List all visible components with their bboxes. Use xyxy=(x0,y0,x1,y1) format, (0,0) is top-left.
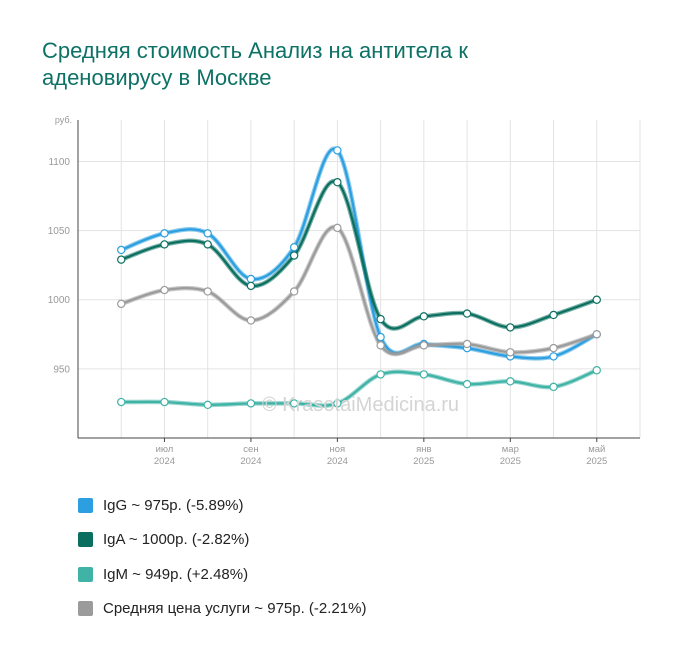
x-tick-label-month: ноя xyxy=(330,444,346,455)
data-point-igm xyxy=(160,397,169,407)
data-point-iga xyxy=(333,178,342,187)
data-point-avg xyxy=(246,316,256,325)
chart-title-line-2: аденовирусу в Москве xyxy=(42,65,272,90)
data-point-avg xyxy=(549,343,558,353)
legend-swatch-iga xyxy=(78,532,93,548)
data-point-iga xyxy=(376,314,385,324)
data-point-igm xyxy=(203,400,212,410)
legend-label-igm: IgM ~ 949р. (+2.48%) xyxy=(103,565,249,583)
data-point-avg xyxy=(160,285,169,295)
data-point-iga xyxy=(506,323,515,332)
legend-swatch-igm xyxy=(78,566,93,582)
x-tick-label-year: 2025 xyxy=(586,456,607,467)
chart-title-line-1: Средняя стоимость Анализ на антитела к xyxy=(42,38,468,63)
data-point-iga xyxy=(462,309,472,318)
x-tick-label-month: янв xyxy=(416,444,431,455)
data-point-iga xyxy=(117,255,126,264)
data-point-avg xyxy=(289,287,299,296)
data-point-iga xyxy=(246,281,256,291)
data-point-igm xyxy=(376,370,385,379)
x-tick-label-year: 2024 xyxy=(240,456,261,467)
data-point-igm xyxy=(506,377,515,386)
x-tick-label-year: 2025 xyxy=(500,456,521,467)
data-point-avg xyxy=(506,348,515,357)
data-point-igm xyxy=(549,382,558,392)
data-point-avg xyxy=(376,341,385,350)
data-point-avg xyxy=(117,299,126,309)
x-tick-label-year: 2024 xyxy=(327,456,348,467)
x-tick-label-year: 2024 xyxy=(154,456,175,467)
y-unit-label: руб. xyxy=(55,115,72,125)
data-point-igg xyxy=(549,352,558,361)
legend-label-igg: IgG ~ 975р. (-5.89%) xyxy=(103,496,244,514)
data-point-iga xyxy=(592,295,601,304)
chart-title: Средняя стоимость Анализ на антитела к а… xyxy=(42,37,642,91)
data-point-igg xyxy=(246,274,256,284)
legend-swatch-average xyxy=(78,601,93,617)
grid xyxy=(78,120,641,438)
data-point-igm xyxy=(117,397,126,407)
x-tick-label-month: май xyxy=(588,444,605,455)
data-point-igg xyxy=(160,229,169,238)
data-point-igm xyxy=(592,366,601,375)
data-point-avg xyxy=(419,341,429,350)
data-point-igg xyxy=(333,146,342,155)
data-point-igg xyxy=(289,242,299,252)
data-point-iga xyxy=(289,251,299,260)
series-points xyxy=(117,146,601,410)
legend-item-average[interactable]: Средняя цена услуги ~ 975р. (-2.21%) xyxy=(78,592,366,627)
data-point-iga xyxy=(160,240,169,249)
y-tick-label: 1050 xyxy=(48,226,71,237)
x-tick-label-month: июл xyxy=(156,444,174,455)
legend-item-iga[interactable]: IgA ~ 1000р. (-2.82%) xyxy=(78,523,366,558)
x-tick-label-year: 2025 xyxy=(413,456,434,467)
series-line-iga-halo xyxy=(118,178,600,331)
data-point-iga xyxy=(549,310,558,320)
data-point-avg xyxy=(333,223,342,233)
data-point-igg xyxy=(203,229,212,238)
legend-label-average: Средняя цена услуги ~ 975р. (-2.21%) xyxy=(103,600,367,618)
y-tick-label: 950 xyxy=(53,364,70,375)
axes: 950100010501100руб.июл2024сен2024ноя2024… xyxy=(48,115,640,467)
data-point-igm xyxy=(462,379,472,389)
chart-legend: IgG ~ 975р. (-5.89%) IgA ~ 1000р. (-2.82… xyxy=(78,488,366,626)
watermark-text: © KrasotaiMedicina.ru xyxy=(262,394,460,416)
legend-item-igg[interactable]: IgG ~ 975р. (-5.89%) xyxy=(78,488,366,523)
x-tick-label-month: мар xyxy=(502,444,519,455)
data-point-igm xyxy=(333,399,342,408)
data-point-igg xyxy=(376,332,385,342)
data-point-igm xyxy=(289,399,299,408)
y-tick-label: 1100 xyxy=(48,157,70,168)
data-point-avg xyxy=(462,339,472,349)
legend-swatch-igg xyxy=(78,497,93,513)
data-point-igm xyxy=(246,399,256,408)
data-point-iga xyxy=(419,312,429,321)
legend-label-iga: IgA ~ 1000р. (-2.82%) xyxy=(103,531,250,549)
data-point-iga xyxy=(203,240,212,249)
y-tick-label: 1000 xyxy=(48,295,71,306)
series-lines xyxy=(118,146,600,408)
data-point-avg xyxy=(592,330,601,339)
data-point-avg xyxy=(203,287,212,296)
legend-item-igm[interactable]: IgM ~ 949р. (+2.48%) xyxy=(78,557,366,592)
x-tick-label-month: сен xyxy=(243,444,258,455)
data-point-igm xyxy=(419,370,429,379)
data-point-igg xyxy=(117,245,126,255)
